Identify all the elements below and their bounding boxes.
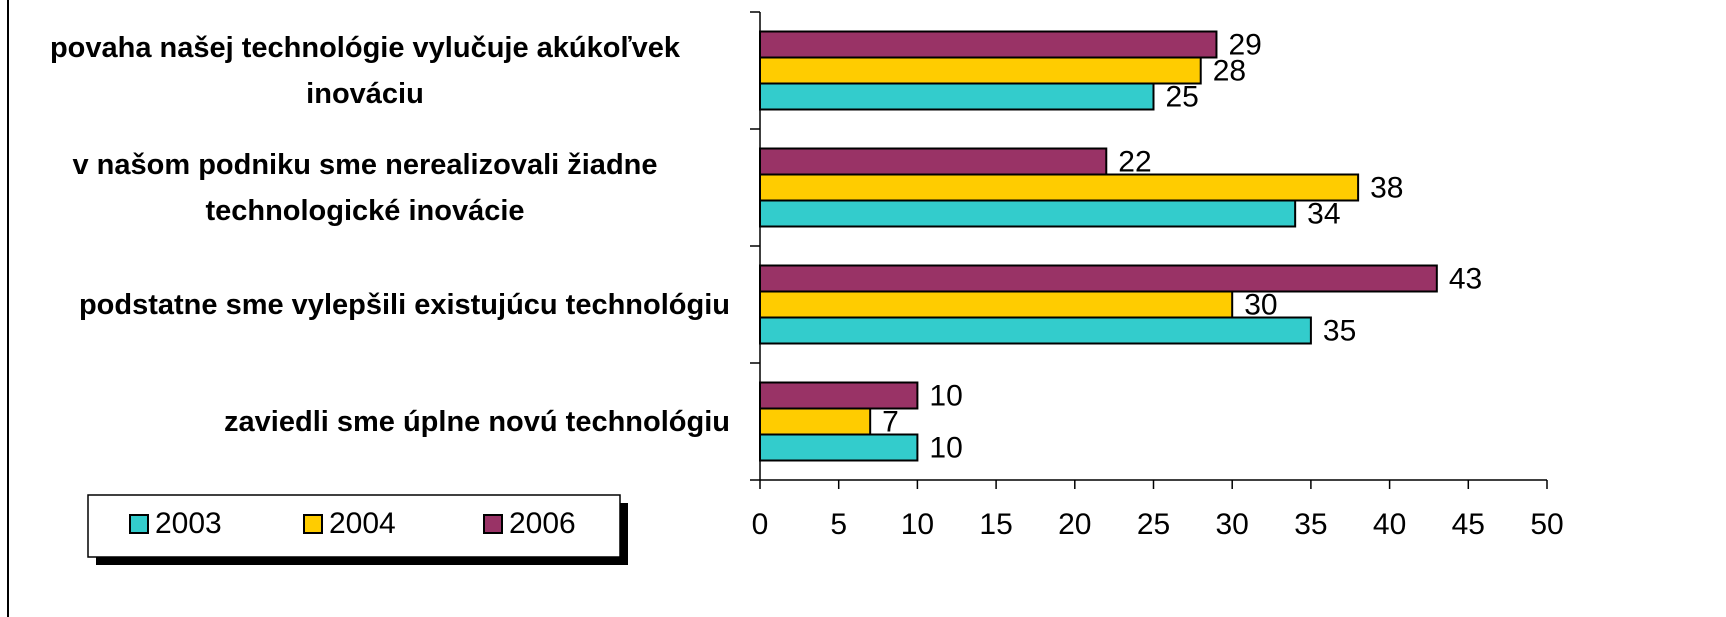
x-tick-label: 30 — [1216, 508, 1249, 541]
category-text: podstatne sme vylepšili existujúcu techn… — [78, 288, 730, 321]
value-label: 10 — [929, 379, 962, 412]
x-tick-label: 35 — [1294, 508, 1327, 541]
bar — [759, 407, 872, 436]
bar — [759, 30, 1218, 59]
x-tick-label: 20 — [1058, 508, 1091, 541]
category-label: v našom podniku sme nerealizovali žiadne… — [0, 142, 730, 234]
category-label: zaviedli sme úplne novú technológiu — [0, 399, 730, 445]
legend — [87, 494, 621, 558]
legend-label: 2003 — [155, 507, 222, 540]
value-label: 22 — [1118, 145, 1151, 178]
bar — [759, 82, 1155, 111]
legend-label: 2006 — [509, 507, 576, 540]
bar — [759, 264, 1438, 293]
value-label: 34 — [1307, 197, 1340, 230]
value-label: 35 — [1323, 314, 1356, 347]
value-label: 29 — [1228, 28, 1261, 61]
category-label: povaha našej technológie vylučuje akúkoľ… — [0, 25, 730, 117]
legend-label: 2004 — [329, 507, 396, 540]
value-label: 38 — [1370, 171, 1403, 204]
bar — [759, 56, 1202, 85]
x-tick-label: 10 — [901, 508, 934, 541]
value-label: 7 — [882, 405, 899, 438]
x-tick-label: 50 — [1530, 508, 1563, 541]
category-label: podstatne sme vylepšili existujúcu techn… — [0, 282, 730, 328]
category-text: zaviedli sme úplne novú technológiu — [224, 405, 730, 438]
x-tick-label: 45 — [1452, 508, 1485, 541]
legend-swatch — [303, 514, 323, 534]
x-tick-label: 25 — [1137, 508, 1170, 541]
legend-swatch — [129, 514, 149, 534]
category-text: povaha našej technológie vylučuje akúkoľ… — [49, 31, 681, 110]
value-label: 43 — [1449, 262, 1482, 295]
value-label: 10 — [929, 431, 962, 464]
category-text: v našom podniku sme nerealizovali žiadne… — [72, 148, 658, 227]
value-label: 28 — [1213, 54, 1246, 87]
x-tick-label: 0 — [752, 508, 769, 541]
value-label: 30 — [1244, 288, 1277, 321]
value-label: 25 — [1166, 80, 1199, 113]
bar — [759, 290, 1234, 319]
bar — [759, 199, 1297, 228]
legend-swatch — [483, 514, 503, 534]
x-tick-label: 5 — [830, 508, 847, 541]
bar — [759, 173, 1360, 202]
x-tick-label: 15 — [979, 508, 1012, 541]
bar — [759, 147, 1108, 176]
x-tick-label: 40 — [1373, 508, 1406, 541]
bar — [759, 433, 919, 462]
bar — [759, 381, 919, 410]
bar — [759, 316, 1312, 345]
